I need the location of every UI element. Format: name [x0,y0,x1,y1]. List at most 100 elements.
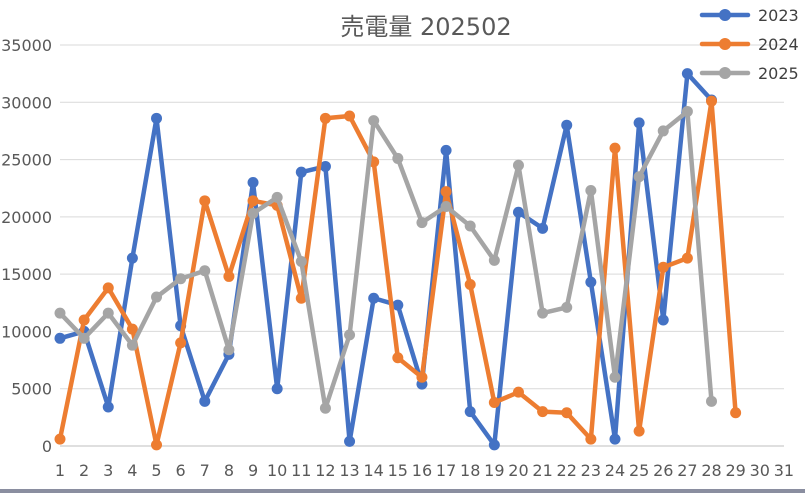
data-point [126,323,138,335]
data-point [657,125,669,137]
x-tick-label: 24 [605,461,625,480]
x-tick-label: 7 [200,461,210,480]
data-point [488,254,500,266]
data-point [392,152,404,164]
data-point [537,307,549,319]
data-point [657,314,669,326]
data-point [537,406,549,418]
x-tick-label: 19 [484,461,504,480]
data-point [392,299,404,311]
x-tick-label: 28 [701,461,721,480]
data-point [440,186,452,198]
data-point [295,166,307,178]
data-point [633,425,645,437]
data-point [730,407,742,419]
data-point [585,433,597,445]
data-point [585,185,597,197]
data-point [561,407,573,419]
y-tick-label: 20000 [1,208,52,227]
data-point [681,105,693,117]
data-point [706,395,718,407]
data-point [681,68,693,80]
legend-label: 2025 [758,64,799,83]
x-tick-label: 5 [151,461,161,480]
x-tick-label: 23 [581,461,601,480]
data-point [78,332,90,344]
legend-marker [719,38,731,50]
data-point [102,282,114,294]
series-2023 [54,68,718,451]
x-tick-label: 2 [79,461,89,480]
data-point [512,386,524,398]
y-tick-label: 30000 [1,93,52,112]
data-point [464,406,476,418]
data-point [54,433,66,445]
data-point [199,195,211,207]
data-point [199,265,211,277]
data-point [561,119,573,131]
legend-item-2023: 2023 [699,6,799,25]
x-tick-label: 12 [315,461,335,480]
data-point [488,396,500,408]
legend-label: 2024 [758,35,799,54]
x-tick-label: 17 [436,461,456,480]
data-point [657,261,669,273]
x-tick-label: 30 [750,461,770,480]
x-tick-label: 18 [460,461,480,480]
data-point [199,395,211,407]
legend: 2023 2024 2025 [699,6,799,83]
data-point [392,352,404,364]
x-tick-label: 8 [224,461,234,480]
series-line-2025 [57,109,714,411]
data-point [126,252,138,264]
data-point [344,435,356,447]
x-tick-label: 27 [677,461,697,480]
x-tick-label: 14 [364,461,384,480]
legend-marker [719,9,731,21]
data-point [175,337,187,349]
series-2025 [54,105,718,414]
data-point [585,276,597,288]
data-point [151,112,163,124]
data-point [271,191,283,203]
y-tick-label: 25000 [1,151,52,170]
x-tick-label: 6 [176,461,186,480]
x-tick-label: 15 [388,461,408,480]
data-point [416,217,428,229]
x-tick-label: 29 [725,461,745,480]
x-tick-label: 3 [103,461,113,480]
x-tick-label: 10 [267,461,287,480]
series-line-2023 [57,71,714,448]
data-point [609,142,621,154]
data-point [368,292,380,304]
data-point [102,307,114,319]
y-tick-label: 10000 [1,322,52,341]
data-point [416,371,428,383]
x-tick-label: 9 [248,461,258,480]
data-point [151,291,163,303]
data-point [271,383,283,395]
data-point [440,144,452,156]
data-point [464,278,476,290]
x-tick-label: 16 [412,461,432,480]
data-point [488,439,500,451]
data-point [54,307,66,319]
data-point [295,256,307,268]
series-lines [54,68,742,451]
chart-title: 売電量 202502 [340,13,511,41]
data-point [175,273,187,285]
data-point [609,371,621,383]
x-tick-label: 13 [339,461,359,480]
data-point [54,332,66,344]
data-point [247,207,259,219]
data-point [102,401,114,413]
legend-item-2025: 2025 [699,64,799,83]
legend-item-2024: 2024 [699,35,799,54]
window-bottom-edge [0,489,805,493]
data-point [319,402,331,414]
x-tick-label: 1 [55,461,65,480]
data-point [247,176,259,188]
data-point [344,110,356,122]
